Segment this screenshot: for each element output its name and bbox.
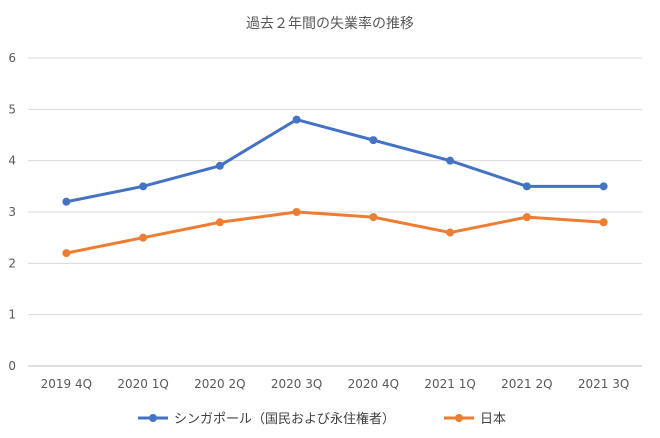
y-tick-label: 3: [8, 205, 16, 219]
data-point: [369, 136, 378, 145]
series-lines: [62, 115, 608, 258]
y-axis-ticks: 0 1 2 3 4 5 6: [8, 51, 16, 373]
data-point: [522, 182, 531, 191]
data-point: [215, 161, 224, 170]
legend-marker: [149, 414, 157, 422]
series-line: [64, 118, 606, 204]
data-point: [292, 115, 301, 124]
series-2: [62, 208, 608, 258]
y-tick-label: 1: [8, 308, 16, 322]
gridlines: [28, 57, 642, 367]
y-tick-label: 0: [8, 359, 16, 373]
data-point: [369, 213, 378, 222]
x-tick-label: 2020 1Q: [117, 377, 168, 391]
data-point: [139, 233, 148, 242]
data-point: [292, 208, 301, 216]
data-point: [62, 197, 71, 206]
x-tick-label: 2019 4Q: [41, 377, 92, 391]
legend-label: 日本: [480, 412, 506, 427]
data-point: [215, 218, 224, 227]
y-tick-label: 4: [8, 154, 16, 168]
x-tick-label: 2020 3Q: [271, 377, 322, 391]
y-tick-label: 2: [8, 256, 16, 270]
data-point: [62, 249, 71, 258]
data-point: [446, 156, 455, 165]
series-line: [64, 210, 606, 255]
x-tick-label: 2021 3Q: [578, 377, 629, 391]
series-1: [62, 115, 608, 206]
x-tick-label: 2020 2Q: [194, 377, 245, 391]
legend: シンガポール（国民および永住権者） 日本: [138, 411, 506, 427]
data-point: [599, 182, 608, 191]
legend-marker: [455, 414, 463, 422]
legend-label: シンガポール（国民および永住権者）: [174, 411, 395, 427]
x-tick-label: 2020 4Q: [348, 377, 399, 391]
data-point: [446, 228, 455, 237]
x-tick-label: 2021 2Q: [501, 377, 552, 391]
legend-item: 日本: [444, 412, 506, 427]
x-tick-label: 2021 1Q: [424, 377, 475, 391]
data-point: [139, 182, 148, 191]
data-point: [522, 213, 531, 222]
y-tick-label: 5: [8, 102, 16, 116]
legend-item: シンガポール（国民および永住権者）: [138, 411, 395, 427]
chart-title: 過去２年間の失業率の推移: [246, 15, 414, 32]
data-point: [599, 218, 608, 227]
x-axis-ticks: 2019 4Q 2020 1Q 2020 2Q 2020 3Q 2020 4Q 2021 …: [41, 377, 630, 391]
y-tick-label: 6: [8, 51, 16, 65]
